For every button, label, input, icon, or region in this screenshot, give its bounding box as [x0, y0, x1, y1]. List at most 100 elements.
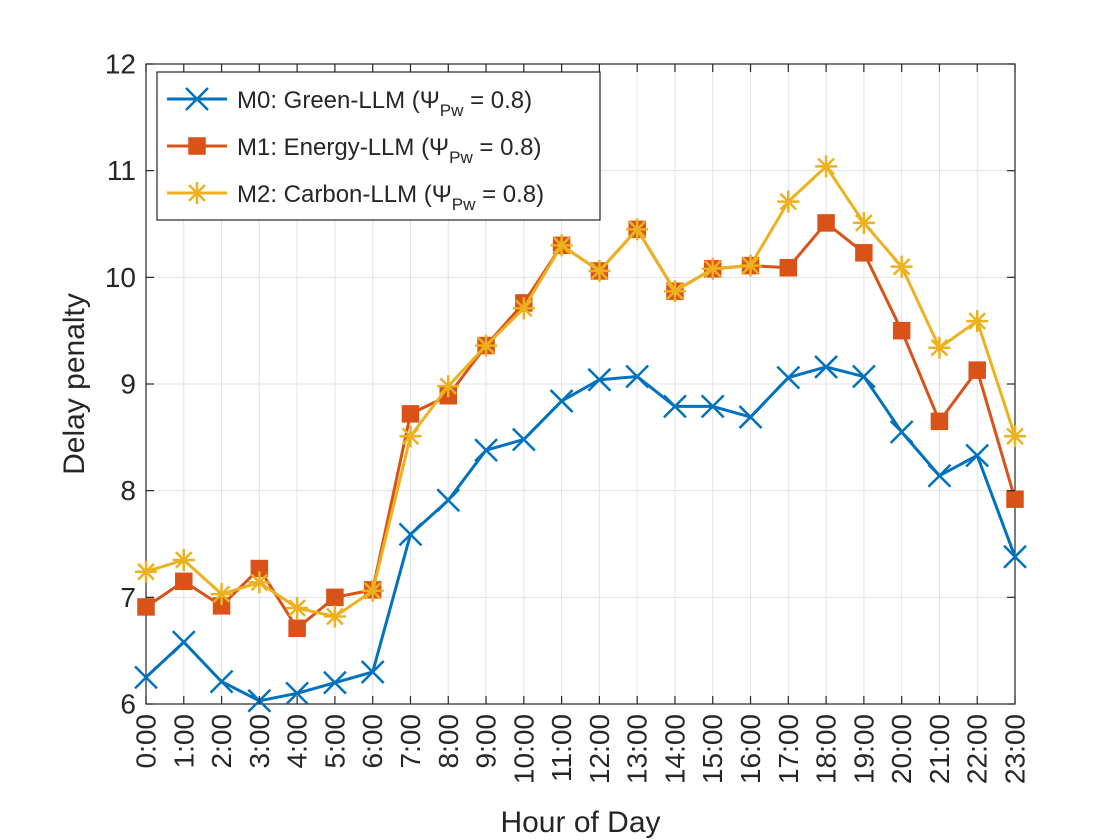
- x-marker: [171, 630, 196, 655]
- legend-entry: M0: Green-LLM (ΨPw = 0.8): [167, 87, 532, 120]
- x-marker: [965, 443, 990, 468]
- asterisk-marker: [1004, 425, 1026, 448]
- x-marker: [927, 463, 952, 488]
- legend-label: M1: Energy-LLM (ΨPw = 0.8): [237, 134, 541, 167]
- x-marker: [360, 660, 385, 684]
- x-marker: [851, 364, 876, 389]
- square-marker: [779, 258, 798, 277]
- square-marker: [817, 214, 835, 232]
- legend-box: [156, 71, 601, 221]
- asterisk-marker: [399, 425, 422, 448]
- series-2: [135, 155, 1026, 628]
- asterisk-marker: [815, 155, 838, 178]
- x-tick-label: 14:00: [659, 714, 690, 784]
- y-tick-label: 10: [105, 262, 136, 293]
- x-marker: [625, 364, 650, 389]
- asterisk-marker: [512, 297, 535, 320]
- x-marker: [185, 87, 209, 111]
- x-tick-label: 11:00: [546, 714, 577, 782]
- x-marker: [398, 522, 423, 547]
- x-tick-label: 16:00: [735, 714, 766, 784]
- square-marker: [326, 588, 344, 607]
- x-tick-label: 0:00: [131, 714, 162, 769]
- x-tick-label: 21:00: [924, 714, 955, 784]
- x-tick-label: 15:00: [697, 714, 728, 784]
- asterisk-marker: [135, 560, 157, 583]
- tick-labels: 0:00 1:00 2:00 3:00 4:00 5:00 6:00 7:00 8:00 9:00…: [105, 49, 1031, 785]
- legend-entry: M2: Carbon-LLM (ΨPw = 0.8): [167, 181, 544, 214]
- asterisk-marker: [286, 597, 309, 619]
- asterisk-marker: [210, 583, 233, 606]
- x-marker: [663, 394, 687, 419]
- asterisk-marker: [323, 605, 346, 628]
- asterisk-marker: [890, 255, 913, 278]
- x-marker: [587, 367, 612, 392]
- x-marker: [436, 488, 461, 513]
- series-layer: [134, 155, 1027, 713]
- asterisk-marker: [437, 375, 460, 398]
- x-marker: [738, 405, 763, 429]
- x-tick-label: 8:00: [433, 714, 464, 769]
- asterisk-marker: [248, 571, 271, 594]
- x-tick-label: 19:00: [848, 714, 879, 784]
- y-axis-label: Delay penalty: [58, 293, 91, 475]
- square-marker: [1006, 490, 1024, 508]
- square-marker: [401, 405, 420, 423]
- x-tick-label: 17:00: [773, 714, 804, 784]
- x-marker: [814, 355, 838, 379]
- x-tick-label: 3:00: [244, 714, 275, 769]
- x-tick-label: 20:00: [886, 714, 917, 784]
- series-line: [144, 365, 1017, 703]
- asterisk-marker: [172, 549, 195, 571]
- x-marker: [511, 427, 536, 452]
- asterisk-marker: [588, 259, 611, 282]
- asterisk-marker: [701, 257, 724, 280]
- series-0: [134, 355, 1027, 713]
- asterisk-marker: [186, 182, 208, 204]
- x-axis-label: Hour of Day: [500, 806, 660, 839]
- x-marker: [889, 420, 914, 444]
- y-tick-label: 8: [120, 475, 136, 506]
- x-tick-label: 23:00: [1000, 714, 1031, 784]
- square-marker: [175, 572, 193, 591]
- x-tick-label: 2:00: [206, 714, 237, 769]
- asterisk-marker: [928, 336, 951, 359]
- legend-entry: M1: Energy-LLM (ΨPw = 0.8): [167, 134, 541, 167]
- x-tick-label: 7:00: [395, 714, 426, 769]
- y-tick-label: 9: [120, 369, 136, 400]
- x-marker: [474, 438, 498, 463]
- series-line: [145, 221, 1017, 630]
- asterisk-marker: [852, 211, 875, 234]
- x-marker: [209, 669, 234, 694]
- y-tick-label: 6: [120, 689, 136, 720]
- legend-label: M2: Carbon-LLM (ΨPw = 0.8): [237, 181, 544, 214]
- square-marker: [188, 137, 206, 155]
- square-marker: [137, 598, 155, 616]
- square-marker: [892, 321, 911, 340]
- x-tick-label: 18:00: [811, 714, 842, 784]
- legend: M0: Green-LLM (ΨPw = 0.8) M1: Energy-LLM …: [156, 71, 601, 221]
- x-marker: [549, 389, 574, 413]
- square-marker: [968, 361, 986, 379]
- series-1: [137, 214, 1024, 638]
- asterisk-marker: [475, 334, 498, 357]
- asterisk-marker: [361, 579, 384, 602]
- x-marker: [1003, 544, 1027, 569]
- legend-label: M0: Green-LLM (ΨPw = 0.8): [237, 87, 532, 120]
- x-marker: [285, 681, 310, 706]
- x-marker: [134, 665, 158, 690]
- y-tick-label: 7: [120, 582, 136, 613]
- asterisk-marker: [739, 254, 762, 277]
- asterisk-marker: [663, 280, 686, 303]
- asterisk-marker: [777, 190, 800, 213]
- x-tick-label: 5:00: [319, 714, 350, 769]
- square-marker: [930, 412, 949, 431]
- x-marker: [323, 670, 347, 695]
- x-tick-label: 13:00: [622, 714, 653, 784]
- x-marker: [700, 394, 725, 419]
- x-tick-label: 22:00: [962, 714, 993, 784]
- y-tick-label: 12: [105, 49, 136, 80]
- x-tick-label: 12:00: [584, 714, 615, 784]
- x-tick-label: 6:00: [357, 714, 388, 769]
